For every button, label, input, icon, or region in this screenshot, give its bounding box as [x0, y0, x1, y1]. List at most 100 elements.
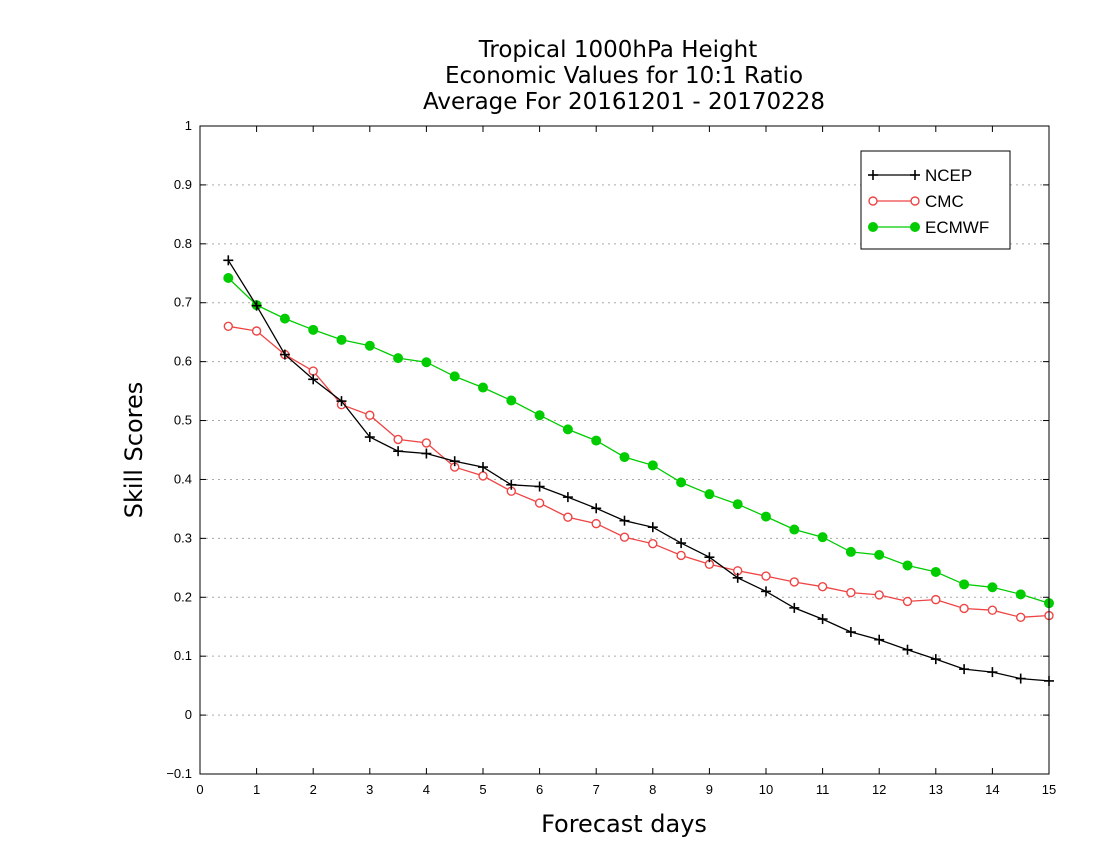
legend-item-ecmwf: ECMWF	[868, 218, 989, 237]
legend-marker-cmc	[910, 196, 920, 206]
data-point-ecmwf	[676, 477, 687, 488]
data-point-ncep	[902, 644, 913, 655]
x-tick-label: 7	[593, 782, 600, 797]
data-point-ncep	[959, 664, 970, 675]
data-point-ncep	[393, 446, 404, 457]
data-point-ncep	[534, 481, 545, 492]
x-tick-label: 10	[759, 782, 773, 797]
data-point-ecmwf	[732, 499, 743, 510]
x-tick-label: 12	[872, 782, 886, 797]
legend-marker-ecmwf	[868, 222, 878, 232]
legend-marker-cmc	[868, 196, 878, 206]
data-point-cmc	[251, 326, 262, 336]
data-point-ncep	[761, 586, 771, 597]
data-point-ecmwf	[562, 424, 573, 435]
axis-ticks: −0.100.10.20.30.40.50.60.70.80.910 1 2 3 4 5 6…	[166, 118, 1056, 797]
data-point-ecmwf	[789, 524, 800, 535]
x-tick-label: 8	[649, 782, 656, 797]
y-tick-label: 0.4	[174, 471, 192, 486]
data-point-cmc	[365, 410, 375, 420]
data-point-cmc	[789, 577, 799, 587]
data-point-cmc	[478, 471, 488, 481]
data-point-cmc	[534, 498, 545, 508]
y-tick-label: 0.1	[174, 648, 192, 663]
chart-title-line-1: Tropical 1000hPa Height	[478, 37, 758, 63]
x-tick-label: 1	[253, 782, 260, 797]
data-point-ncep	[874, 634, 885, 645]
data-point-ncep	[732, 572, 743, 583]
plot-frame	[199, 125, 1050, 775]
legend-label-ncep: NCEP	[925, 166, 972, 185]
data-point-ecmwf	[817, 532, 828, 543]
data-point-ecmwf	[874, 549, 885, 560]
x-tick-label: 4	[423, 782, 430, 797]
data-point-ncep	[930, 654, 941, 665]
data-point-ncep	[336, 396, 347, 407]
chart-title-line-2: Economic Values for 10:1 Ratio	[445, 63, 803, 89]
data-point-ncep	[987, 667, 998, 678]
y-tick-label: 0.8	[174, 236, 192, 251]
data-point-cmc	[817, 581, 828, 592]
data-point-cmc	[874, 590, 884, 600]
y-tick-label: 0.6	[174, 354, 192, 369]
x-tick-label: 5	[479, 782, 486, 797]
x-tick-label: 2	[310, 782, 317, 797]
data-point-cmc	[591, 518, 601, 529]
data-point-ecmwf	[647, 460, 658, 471]
data-point-ecmwf	[845, 546, 856, 557]
data-point-ncep	[817, 614, 828, 625]
data-point-cmc	[648, 538, 658, 549]
data-point-ecmwf	[364, 340, 375, 351]
legend-label-cmc: CMC	[925, 192, 964, 211]
data-point-ncep	[704, 552, 715, 563]
data-point-cmc	[619, 532, 630, 542]
data-point-cmc	[223, 321, 234, 331]
data-point-ecmwf	[761, 511, 771, 522]
data-point-cmc	[308, 366, 318, 376]
data-point-ncep	[591, 503, 602, 514]
data-point-ncep	[1015, 673, 1026, 684]
data-point-cmc	[987, 605, 998, 615]
chart-title-line-3: Average For 20161201 - 20170228	[423, 89, 825, 115]
data-point-ncep	[449, 456, 460, 467]
data-point-ecmwf	[223, 272, 234, 283]
data-point-cmc	[676, 550, 686, 561]
data-point-ncep	[478, 462, 488, 473]
data-point-ncep	[789, 602, 800, 613]
data-point-ecmwf	[421, 357, 432, 368]
data-point-ecmwf	[930, 566, 941, 577]
data-point-ncep	[647, 522, 658, 533]
data-point-cmc	[563, 512, 573, 522]
data-point-ecmwf	[534, 410, 545, 421]
data-point-ncep	[506, 479, 517, 490]
data-point-cmc	[959, 603, 969, 614]
data-point-ecmwf	[1015, 589, 1026, 600]
y-tick-label: 0.7	[174, 295, 192, 310]
y-tick-label: 1	[185, 118, 192, 133]
data-point-ncep	[676, 538, 687, 549]
y-tick-label: 0	[185, 707, 192, 722]
chart-title: Tropical 1000hPa Height Economic Values …	[423, 37, 825, 115]
y-tick-label: −0.1	[166, 766, 192, 781]
data-point-ncep	[223, 255, 234, 266]
data-point-ecmwf	[478, 382, 488, 393]
y-tick-label: 0.3	[174, 530, 192, 545]
data-point-cmc	[902, 596, 913, 607]
x-tick-label: 13	[929, 782, 943, 797]
series-line-ncep	[227, 259, 1050, 682]
y-tick-label: 0.9	[174, 177, 192, 192]
grid-lines	[200, 184, 1049, 716]
legend: NCEP CMC ECMWF	[860, 150, 1011, 250]
x-tick-label: 9	[706, 782, 713, 797]
data-point-ncep	[845, 627, 856, 638]
x-tick-label: 3	[366, 782, 373, 797]
x-tick-label: 14	[985, 782, 999, 797]
series-ncep	[223, 255, 1054, 686]
x-tick-label: 11	[816, 782, 830, 797]
legend-marker-ncep	[868, 170, 878, 180]
data-point-ecmwf	[591, 435, 602, 446]
data-point-ecmwf	[336, 334, 347, 345]
data-point-ncep	[251, 300, 262, 311]
data-point-cmc	[761, 571, 771, 581]
